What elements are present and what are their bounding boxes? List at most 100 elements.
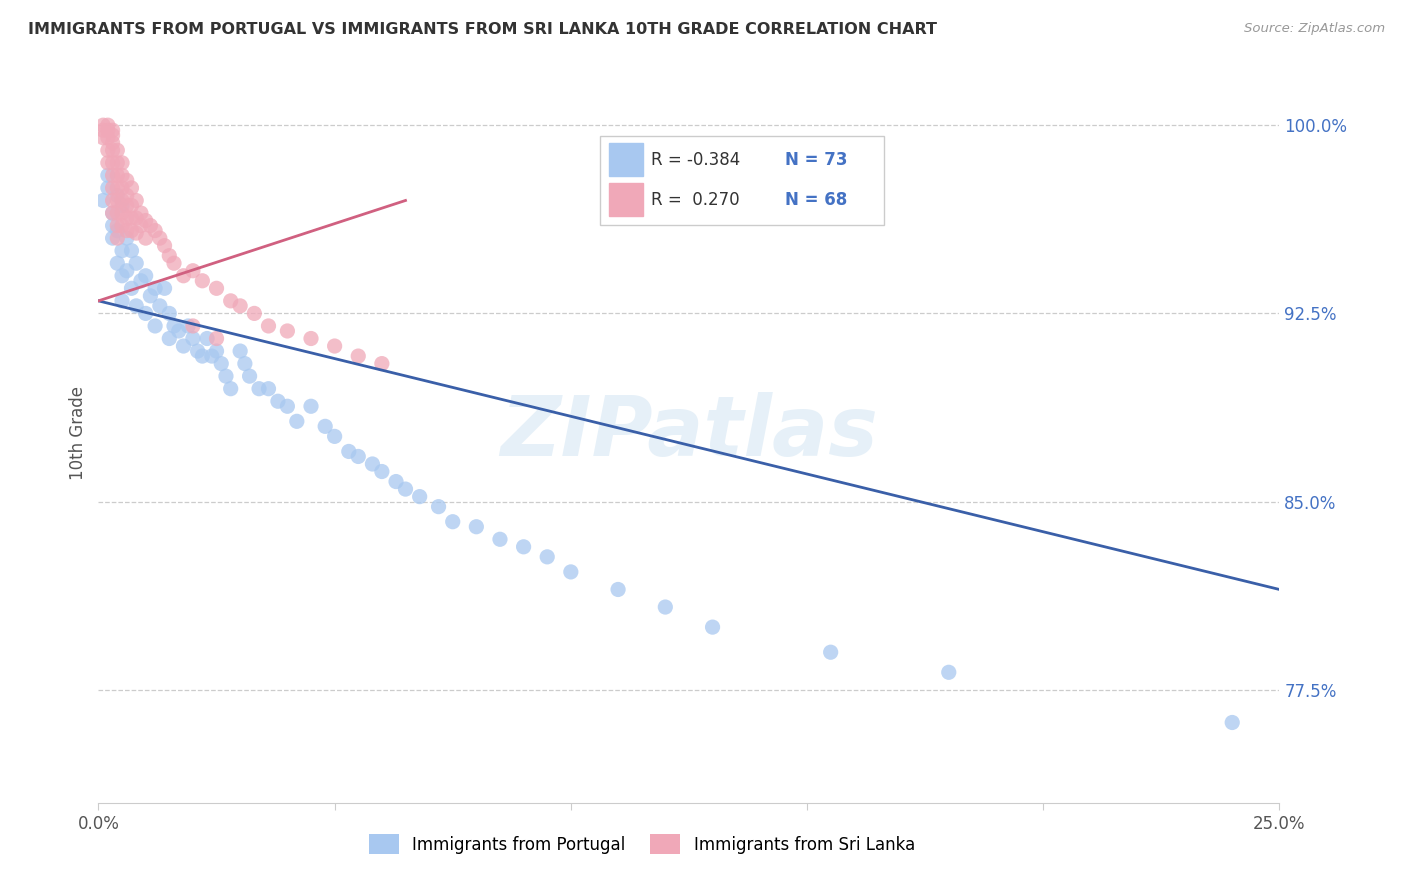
Point <box>820 645 842 659</box>
Point <box>267 394 290 409</box>
Point <box>299 399 322 413</box>
Point <box>172 268 194 283</box>
Point <box>105 156 128 170</box>
Point <box>101 231 124 245</box>
Point <box>209 357 232 371</box>
Point <box>101 156 124 170</box>
Point <box>97 123 120 137</box>
Point <box>247 382 270 396</box>
Point <box>139 289 162 303</box>
Point <box>149 299 172 313</box>
Point <box>121 244 143 258</box>
Point <box>157 331 180 345</box>
Legend: Immigrants from Portugal, Immigrants from Sri Lanka: Immigrants from Portugal, Immigrants fro… <box>361 828 921 861</box>
Point <box>361 457 384 471</box>
Point <box>347 450 370 464</box>
Point <box>111 156 134 170</box>
Point <box>276 399 298 413</box>
Point <box>143 281 166 295</box>
Point <box>191 274 214 288</box>
Point <box>111 169 134 183</box>
Point <box>91 123 114 137</box>
Text: Source: ZipAtlas.com: Source: ZipAtlas.com <box>1244 22 1385 36</box>
Point <box>1220 715 1243 730</box>
Point <box>115 188 138 202</box>
Point <box>125 194 148 208</box>
Point <box>323 339 346 353</box>
Point <box>97 169 120 183</box>
Point <box>97 156 120 170</box>
Point <box>314 419 336 434</box>
Point <box>115 231 138 245</box>
Point <box>465 520 488 534</box>
Point <box>91 130 114 145</box>
Point <box>157 306 180 320</box>
Point <box>125 226 148 240</box>
Point <box>181 318 204 333</box>
Point <box>97 118 120 132</box>
Point <box>105 219 128 233</box>
Point <box>536 549 558 564</box>
Point <box>172 339 194 353</box>
Point <box>157 249 180 263</box>
Point <box>163 318 186 333</box>
Point <box>139 219 162 233</box>
Point <box>239 369 262 384</box>
Point <box>427 500 450 514</box>
Point <box>938 665 960 680</box>
Point <box>105 143 128 157</box>
Point <box>129 274 152 288</box>
Point <box>195 331 218 345</box>
Point <box>111 219 134 233</box>
Point <box>205 281 228 295</box>
Point <box>101 194 124 208</box>
Point <box>105 231 128 245</box>
Point <box>125 211 148 225</box>
Point <box>181 331 204 345</box>
Point <box>285 414 308 428</box>
Point <box>153 281 176 295</box>
Point <box>181 264 204 278</box>
Point <box>101 206 124 220</box>
Point <box>111 206 134 220</box>
Point <box>187 344 209 359</box>
Point <box>276 324 298 338</box>
Text: IMMIGRANTS FROM PORTUGAL VS IMMIGRANTS FROM SRI LANKA 10TH GRADE CORRELATION CHA: IMMIGRANTS FROM PORTUGAL VS IMMIGRANTS F… <box>28 22 938 37</box>
Point <box>243 306 266 320</box>
Point <box>111 194 134 208</box>
Point <box>163 256 186 270</box>
Point <box>101 143 124 157</box>
Point <box>229 299 252 313</box>
Point <box>105 194 128 208</box>
Point <box>219 293 242 308</box>
Text: ZIPatlas: ZIPatlas <box>501 392 877 473</box>
Point <box>385 475 408 489</box>
Point <box>91 194 114 208</box>
Point <box>299 331 322 345</box>
Point <box>105 169 128 183</box>
Point <box>371 357 394 371</box>
Point <box>177 318 200 333</box>
Point <box>143 318 166 333</box>
Point <box>125 299 148 313</box>
Point <box>105 206 128 220</box>
Point <box>337 444 360 458</box>
Point <box>135 231 157 245</box>
Point <box>101 128 124 143</box>
Point <box>101 169 124 183</box>
Point <box>129 206 152 220</box>
Point <box>101 206 124 220</box>
Point <box>111 181 134 195</box>
Point <box>408 490 430 504</box>
Point <box>201 349 224 363</box>
Point <box>121 181 143 195</box>
Point <box>111 293 134 308</box>
Point <box>347 349 370 363</box>
Point <box>191 349 214 363</box>
Point <box>115 211 138 225</box>
Point <box>654 600 676 615</box>
Y-axis label: 10th Grade: 10th Grade <box>69 385 87 480</box>
Point <box>323 429 346 443</box>
Point <box>101 219 124 233</box>
Point <box>101 136 124 150</box>
